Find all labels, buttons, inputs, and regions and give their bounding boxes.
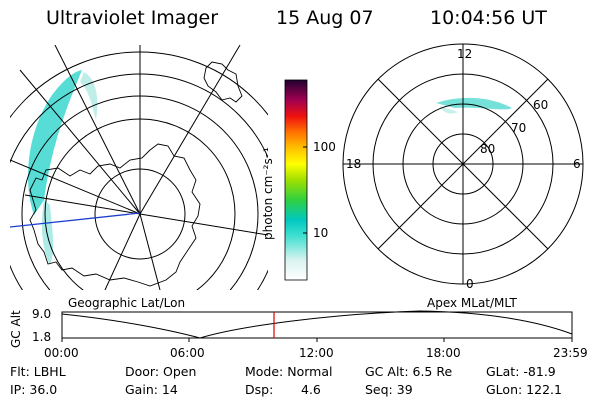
antarctica-coastline bbox=[29, 143, 201, 287]
magnetic-polar-map bbox=[342, 43, 584, 285]
geographic-map bbox=[10, 45, 268, 290]
info-gain: Gain: 14 bbox=[125, 382, 178, 397]
time-label: 10:04:56 UT bbox=[430, 7, 547, 29]
info-door: Door: Open bbox=[125, 364, 197, 379]
left-map-caption: Geographic Lat/Lon bbox=[68, 296, 186, 310]
colorbar-unit-label: photon cm⁻²s⁻¹ bbox=[261, 147, 275, 240]
orbit-xtick-0600: 06:00 bbox=[170, 346, 205, 360]
mlat-label-60: 60 bbox=[533, 98, 549, 112]
date-label: 15 Aug 07 bbox=[276, 7, 374, 29]
aurora-emission-left bbox=[28, 70, 98, 265]
australia-coastline bbox=[203, 61, 243, 103]
orbit-ytick-high: 9.0 bbox=[32, 307, 52, 321]
satellite-track bbox=[10, 212, 141, 228]
right-map-caption: Apex MLat/MLT bbox=[427, 296, 517, 310]
info-glat: GLat: -81.9 bbox=[486, 364, 556, 379]
mlt-label-12: 12 bbox=[457, 47, 473, 61]
colorbar-tick-100: 100 bbox=[313, 140, 336, 154]
meridian-lines bbox=[10, 45, 268, 290]
info-ip: IP: 36.0 bbox=[10, 382, 58, 397]
info-mode: Mode: Normal bbox=[245, 364, 333, 379]
orbit-ytick-low: 1.8 bbox=[32, 330, 52, 344]
color-scale-bar bbox=[284, 79, 308, 281]
orbit-ylabel: GC Alt bbox=[9, 310, 23, 348]
info-filter: Flt: LBHL bbox=[10, 364, 66, 379]
info-dsp-label: Dsp: bbox=[245, 382, 274, 397]
instrument-title: Ultraviolet Imager bbox=[46, 7, 219, 29]
orbit-xtick-1800: 18:00 bbox=[426, 346, 461, 360]
orbit-altitude-plot bbox=[61, 310, 573, 342]
info-seq: Seq: 39 bbox=[365, 382, 413, 397]
mlat-label-80: 80 bbox=[480, 142, 496, 156]
info-glon: GLon: 122.1 bbox=[486, 382, 562, 397]
aurora-emission-right bbox=[436, 97, 512, 114]
info-gc-alt: GC Alt: 6.5 Re bbox=[365, 364, 453, 379]
mlt-label-0: 0 bbox=[466, 277, 474, 291]
info-dsp-value: 4.6 bbox=[301, 382, 321, 397]
mlt-label-18: 18 bbox=[346, 157, 362, 171]
orbit-xtick-2359: 23:59 bbox=[553, 346, 588, 360]
mlt-spokes bbox=[343, 44, 583, 284]
colorbar-tick-10: 10 bbox=[313, 226, 329, 240]
altitude-curve bbox=[61, 310, 573, 339]
mlt-label-6: 6 bbox=[573, 157, 581, 171]
mlat-label-70: 70 bbox=[511, 121, 527, 135]
orbit-xtick-0000: 00:00 bbox=[44, 346, 79, 360]
orbit-xtick-1200: 12:00 bbox=[299, 346, 334, 360]
